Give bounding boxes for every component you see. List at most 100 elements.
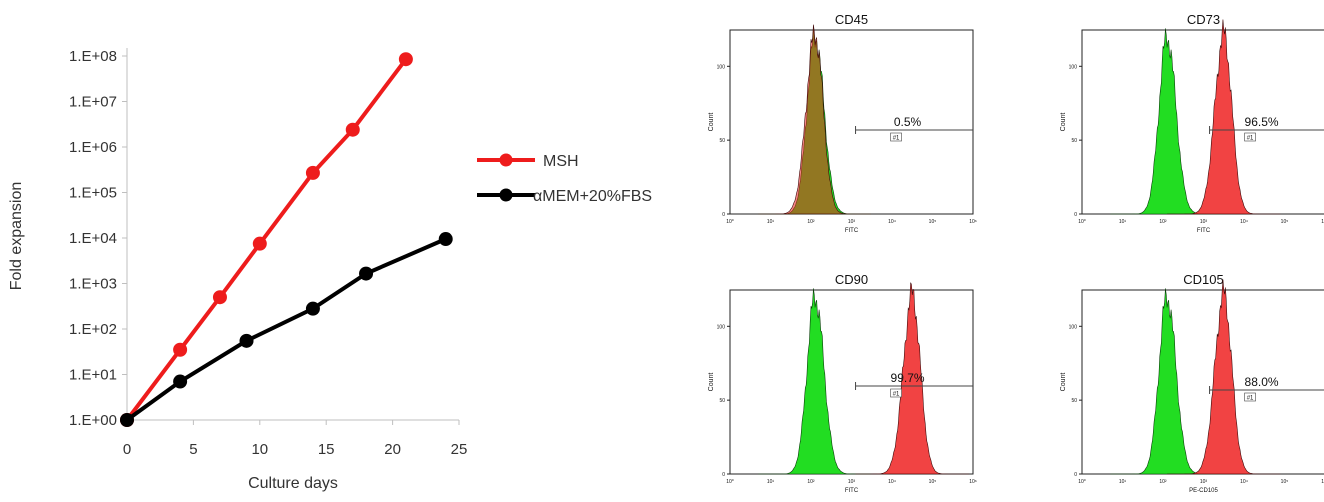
- hist-x-tick-label: 10¹: [1119, 219, 1127, 225]
- x-tick-label: 25: [451, 441, 468, 458]
- hist-x-label: FITC: [1197, 228, 1211, 234]
- hist-x-tick-label: 10²: [807, 219, 815, 225]
- hist-x-tick-label: 10⁶: [1321, 219, 1324, 225]
- x-axis-title: Culture days: [248, 475, 338, 492]
- hist-title: CD105: [1183, 272, 1223, 287]
- hist-x-tick-label: 10⁵: [929, 479, 937, 485]
- hist-x-tick-label: 10⁰: [1078, 479, 1086, 485]
- histogram-cd73: CD73 Count 0 50 100 10⁰ 10¹ 10² 10³ 10⁴ 10⁵ 10⁶ FITC…: [1057, 12, 1324, 242]
- gate-label-box: [890, 132, 902, 142]
- hist-y-tick-label: 0: [722, 212, 725, 218]
- hist-x-tick-label: 10⁴: [888, 479, 896, 485]
- gate-percentage: 96.5%: [1245, 115, 1279, 129]
- gate-label-box: [890, 388, 902, 398]
- histogram-cd45: CD45 Count 0 50 100 10⁰ 10¹ 10² 10³ 10⁴ 10⁵ 10⁶ FITC…: [705, 12, 977, 242]
- hist-x-tick-label: 10¹: [1119, 479, 1127, 485]
- gate-percentage: 0.5%: [894, 115, 922, 129]
- hist-x-label: FITC: [845, 228, 859, 234]
- y-tick-label: 1.E+01: [69, 367, 117, 384]
- data-point-amem: [173, 374, 188, 389]
- hist-y-tick-label: 0: [1074, 212, 1077, 218]
- hist-frame: [729, 29, 974, 215]
- hist-y-tick-label: 100: [717, 324, 726, 330]
- hist-x-label: PE-CD105: [1189, 488, 1218, 494]
- x-tick-label: 15: [318, 441, 335, 458]
- hist-x-tick-label: 10⁵: [1281, 219, 1289, 225]
- sample-histogram: [1167, 19, 1281, 215]
- gate-label-box: [1244, 132, 1256, 142]
- sample-histogram: [758, 24, 871, 215]
- legend-label-msh: MSH: [543, 153, 579, 170]
- hist-y-label: Count: [1060, 113, 1067, 132]
- gate-label-box: [1244, 392, 1256, 402]
- hist-x-tick-label: 10²: [1159, 219, 1167, 225]
- x-tick-label: 20: [384, 441, 401, 458]
- hist-frame: [1081, 289, 1324, 475]
- gate-percentage: 99.7%: [891, 371, 925, 385]
- data-point-msh: [173, 342, 188, 357]
- y-tick-label: 1.E+04: [69, 230, 117, 247]
- hist-frame: [729, 289, 974, 475]
- control-histogram: [758, 288, 871, 475]
- histogram-cd105: CD105 Count 0 50 100 10⁰ 10¹ 10² 10³ 10⁴ 10⁵ 10⁶ PE-…: [1057, 272, 1324, 502]
- sample-histogram: [855, 282, 969, 475]
- hist-x-tick-label: 10⁶: [969, 479, 977, 485]
- hist-x-tick-label: 10⁵: [1281, 479, 1289, 485]
- hist-x-tick-label: 10⁰: [726, 219, 734, 225]
- hist-y-tick-label: 0: [722, 472, 725, 478]
- hist-x-tick-label: 10⁴: [1240, 219, 1248, 225]
- data-point-msh: [252, 236, 267, 251]
- hist-x-tick-label: 10⁴: [888, 219, 896, 225]
- hist-y-tick-label: 0: [1074, 472, 1077, 478]
- hist-x-tick-label: 10⁴: [1240, 479, 1248, 485]
- y-axis-title: Fold expansion: [8, 182, 25, 291]
- gate-label: #1: [1247, 396, 1254, 402]
- gate-label: #1: [893, 136, 900, 142]
- hist-title: CD73: [1187, 12, 1220, 27]
- legend-marker-msh: [499, 153, 513, 167]
- hist-title: CD90: [835, 272, 868, 287]
- data-point-amem: [305, 301, 320, 316]
- data-point-msh: [305, 165, 320, 180]
- data-point-msh: [345, 122, 360, 137]
- x-tick-label: 5: [189, 441, 197, 458]
- hist-y-tick-label: 50: [719, 138, 725, 144]
- hist-y-label: Count: [708, 113, 715, 132]
- legend-label-amem: αMEM+20%FBS: [533, 188, 652, 205]
- legend: MSH αMEM+20%FBS: [477, 153, 652, 205]
- y-tick-label: 1.E+05: [69, 185, 117, 202]
- data-point-amem: [438, 232, 453, 247]
- hist-y-tick-label: 100: [1069, 324, 1078, 330]
- gate-percentage: 88.0%: [1245, 375, 1279, 389]
- hist-x-tick-label: 10²: [1159, 479, 1167, 485]
- x-tick-label: 10: [251, 441, 268, 458]
- hist-x-tick-label: 10³: [1200, 479, 1208, 485]
- data-point-msh: [398, 52, 413, 67]
- hist-x-tick-label: 10¹: [767, 219, 775, 225]
- y-tick-label: 1.E+06: [69, 139, 117, 156]
- hist-y-tick-label: 50: [719, 398, 725, 404]
- hist-x-tick-label: 10³: [1200, 219, 1208, 225]
- y-tick-label: 1.E+00: [69, 412, 117, 429]
- data-point-amem: [359, 266, 374, 281]
- series-line-msh: [125, 58, 408, 422]
- hist-frame: [1081, 29, 1324, 215]
- gate-label: #1: [1247, 136, 1254, 142]
- hist-x-tick-label: 10⁵: [929, 219, 937, 225]
- hist-y-label: Count: [1060, 373, 1067, 392]
- hist-x-tick-label: 10³: [848, 219, 856, 225]
- hist-y-label: Count: [708, 373, 715, 392]
- data-point-amem: [239, 333, 254, 348]
- hist-x-tick-label: 10²: [807, 479, 815, 485]
- hist-x-tick-label: 10³: [848, 479, 856, 485]
- hist-x-tick-label: 10⁶: [969, 219, 977, 225]
- data-point-msh: [212, 290, 227, 305]
- hist-x-tick-label: 10⁶: [1321, 479, 1324, 485]
- fold-expansion-chart: 1.E+00 1.E+01 1.E+02 1.E+03 1.E+04 1.E+05 1.E+…: [8, 48, 652, 492]
- hist-x-tick-label: 10⁰: [1078, 219, 1086, 225]
- hist-y-tick-label: 100: [717, 64, 726, 70]
- hist-y-tick-label: 100: [1069, 64, 1078, 70]
- series-line-amem: [125, 237, 447, 422]
- y-tick-label: 1.E+02: [69, 321, 117, 338]
- hist-title: CD45: [835, 12, 868, 27]
